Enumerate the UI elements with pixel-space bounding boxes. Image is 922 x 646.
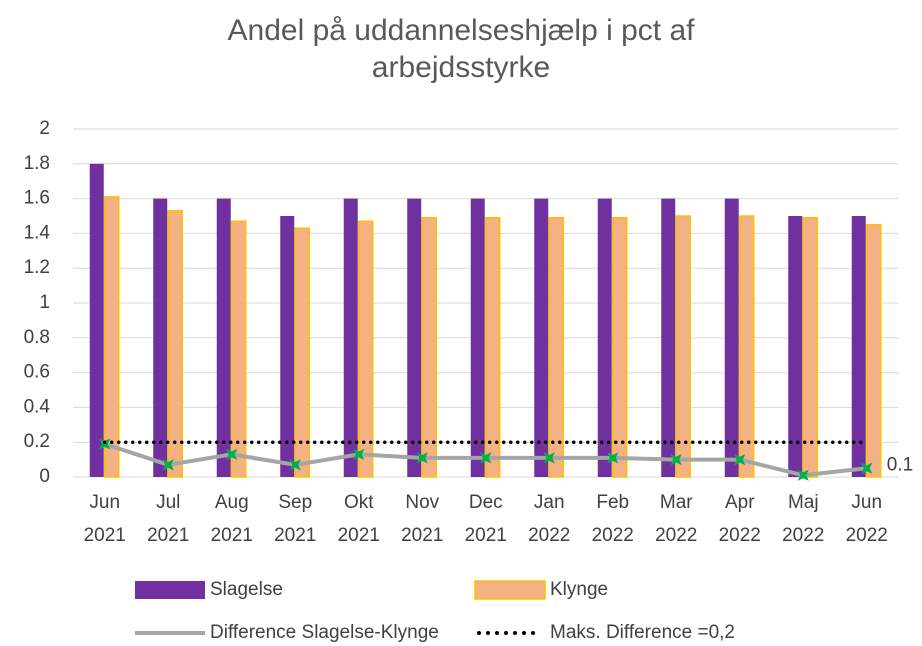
bar (167, 210, 183, 478)
marker (861, 462, 873, 474)
x-tick-label: Jul (156, 492, 180, 513)
x-tick-label: Sep (278, 492, 312, 513)
bar (89, 163, 104, 478)
x-tick-label: Mar (660, 492, 693, 513)
x-tick-label: 2021 (338, 525, 380, 546)
x-tick-label: 2022 (592, 525, 634, 546)
bar (104, 196, 120, 478)
legend-label: Maks. Difference =0,2 (550, 622, 735, 643)
legend-label: Klynge (550, 579, 608, 600)
x-tick-label: Jan (534, 492, 565, 513)
bar (534, 198, 549, 477)
x-tick-label: 2022 (655, 525, 697, 546)
bar (407, 198, 422, 477)
x-tick-label: Jun (89, 492, 120, 513)
bar (724, 198, 739, 477)
x-tick-label: Apr (725, 492, 755, 513)
bar (280, 216, 295, 477)
x-tick-label: Feb (596, 492, 629, 513)
y-tick-label: 2 (39, 118, 50, 139)
y-tick-label: 0 (39, 466, 50, 487)
y-tick-label: 1.2 (24, 257, 50, 278)
y-tick-label: 0.6 (24, 362, 50, 383)
marker (543, 452, 555, 464)
legend-swatch (135, 581, 205, 599)
marker (480, 452, 492, 464)
chart-title: Andel på uddannelseshjælp i pct af arbej… (227, 14, 695, 84)
marker (162, 459, 174, 471)
x-tick-label: Okt (344, 492, 374, 513)
bar (612, 216, 628, 478)
x-tick-label: 2021 (147, 525, 189, 546)
marker (797, 469, 809, 481)
y-tick-label: 1.6 (24, 188, 50, 209)
legend-swatch (474, 580, 546, 600)
marker (353, 448, 365, 461)
bar (597, 198, 612, 477)
y-tick-label: 1 (39, 292, 50, 313)
x-tick-label: 2021 (465, 525, 507, 546)
marker (734, 453, 746, 466)
y-tick-label: 0.4 (24, 396, 51, 417)
marker (607, 452, 619, 464)
bar (548, 216, 564, 478)
bar (216, 198, 231, 477)
x-tick-label: 2022 (846, 525, 888, 546)
y-tick-label: 0.8 (24, 327, 50, 348)
marker (670, 453, 682, 466)
marker (226, 448, 238, 461)
bar (153, 198, 168, 477)
bar (470, 198, 485, 477)
bar (661, 198, 676, 477)
legend-label: Difference Slagelse-Klynge (210, 622, 439, 643)
x-tick-label: 2022 (528, 525, 570, 546)
bar (343, 198, 358, 477)
x-tick-label: 2021 (401, 525, 443, 546)
bar (231, 220, 247, 478)
legend-label: Slagelse (210, 579, 283, 600)
x-tick-label: 2022 (719, 525, 761, 546)
x-tick-label: Aug (215, 492, 249, 513)
y-tick-label: 0.2 (24, 431, 50, 452)
x-tick-label: 2022 (782, 525, 824, 546)
bar (358, 220, 374, 478)
y-tick-label: 1.4 (24, 222, 51, 243)
data-label: 0.1 (887, 454, 913, 475)
x-tick-label: Dec (469, 492, 503, 513)
bar (866, 223, 882, 478)
bar (675, 215, 691, 478)
bar (788, 216, 803, 477)
x-tick-label: Jun (851, 492, 882, 513)
bar (851, 216, 866, 477)
bar (294, 227, 310, 478)
x-tick-label: Nov (405, 492, 439, 513)
y-tick-label: 1.8 (24, 153, 50, 174)
bar (802, 216, 818, 478)
x-tick-label: Maj (788, 492, 819, 513)
x-tick-label: 2021 (211, 525, 253, 546)
x-tick-label: 2021 (84, 525, 126, 546)
marker (289, 459, 301, 471)
bar (421, 216, 437, 478)
x-tick-label: 2021 (274, 525, 316, 546)
bar (485, 216, 501, 478)
bar (739, 215, 755, 478)
marker (416, 452, 428, 464)
